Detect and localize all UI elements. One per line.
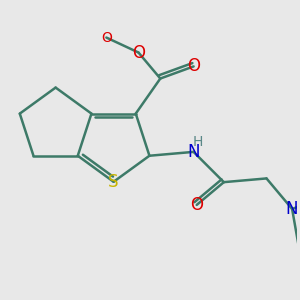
Text: H: H xyxy=(193,134,203,148)
Text: O: O xyxy=(101,31,112,44)
Text: O: O xyxy=(187,57,200,75)
Text: S: S xyxy=(108,173,119,191)
Text: N: N xyxy=(286,200,298,218)
Text: O: O xyxy=(132,44,145,62)
Text: O: O xyxy=(190,196,203,214)
Text: N: N xyxy=(187,143,200,161)
